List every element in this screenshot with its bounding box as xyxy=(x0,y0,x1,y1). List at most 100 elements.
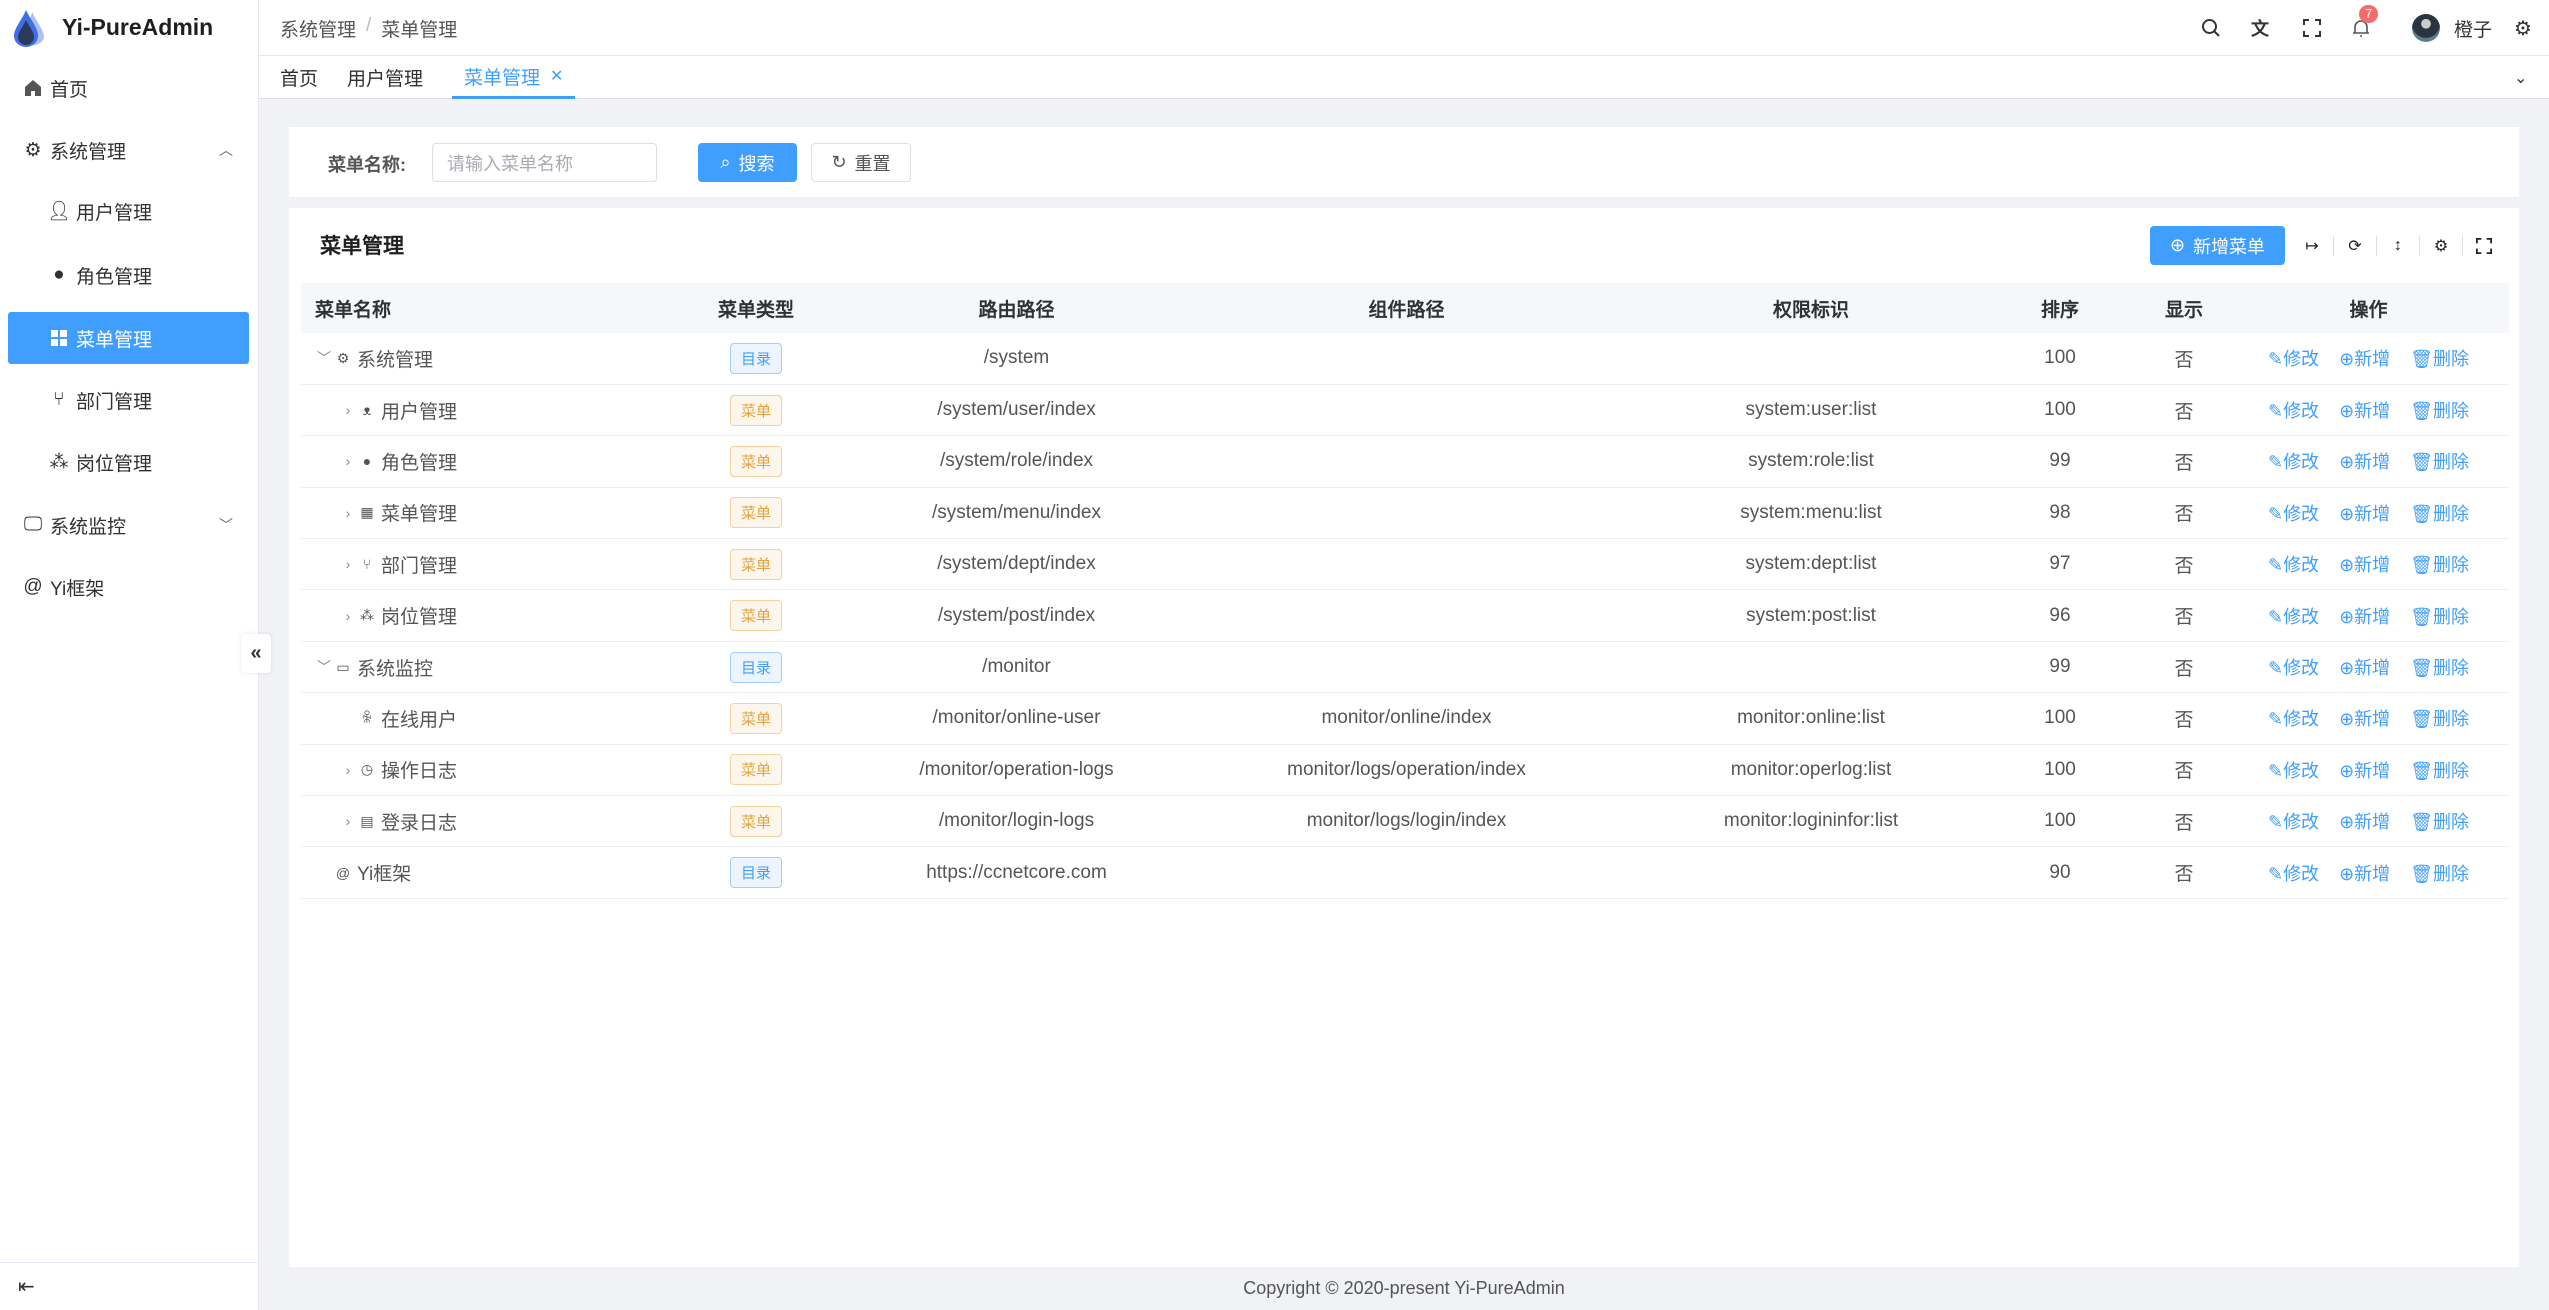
table-row[interactable]: ꆜ 在线用户 菜单 /monitor/online-user monitor/on… xyxy=(301,692,2509,745)
delete-button[interactable]: 🗑︎删除 xyxy=(2410,606,2470,627)
translate-icon[interactable]: 文 xyxy=(2251,19,2269,39)
delete-button[interactable]: 🗑︎删除 xyxy=(2410,658,2470,679)
edit-button[interactable]: ✎修改 xyxy=(2267,812,2320,833)
table-row[interactable]: › ⁂ 岗位管理 菜单 /system/post/index system:post… xyxy=(301,589,2509,642)
notification-bell-icon[interactable]: 7 xyxy=(2347,5,2379,42)
edit-button[interactable]: ✎修改 xyxy=(2267,606,2320,627)
expand-right-icon[interactable]: › xyxy=(345,813,351,830)
add-button[interactable]: ⊕新增 xyxy=(2339,555,2391,576)
expand-right-icon[interactable]: › xyxy=(345,607,351,624)
tab-menus[interactable]: 菜单管理 ✕ xyxy=(452,56,576,99)
sidebar-item-monitor[interactable]: 🖵 系统监控 ﹀ xyxy=(8,499,249,551)
tab-label: 菜单管理 xyxy=(464,67,541,89)
avatar[interactable] xyxy=(2412,14,2440,42)
sidebar-item-roles[interactable]: ● 角色管理 xyxy=(8,249,249,301)
delete-button[interactable]: 🗑︎删除 xyxy=(2410,503,2470,524)
cell-sort: 97 xyxy=(1980,538,2140,591)
close-icon[interactable]: ✕ xyxy=(550,68,564,85)
delete-button[interactable]: 🗑︎删除 xyxy=(2410,709,2470,730)
expand-right-icon[interactable]: › xyxy=(345,504,351,521)
table-row[interactable]: @ Yi框架 目录 https://ccnetcore.com 90 否 ✎修改 ⊕… xyxy=(301,846,2509,899)
delete-button[interactable]: 🗑︎删除 xyxy=(2410,349,2470,370)
edit-button[interactable]: ✎修改 xyxy=(2267,863,2320,884)
cell-component xyxy=(1171,846,1642,899)
fullscreen-icon[interactable] xyxy=(2298,14,2326,42)
add-button[interactable]: ⊕新增 xyxy=(2339,503,2391,524)
reset-button[interactable]: ↻ 重置 xyxy=(811,143,911,182)
sidebar-item-users[interactable]: 👤︎ 用户管理 xyxy=(8,185,249,237)
edit-button[interactable]: ✎修改 xyxy=(2267,658,2320,679)
sidebar-item-system[interactable]: ⚙ 系统管理 ︿ xyxy=(8,124,249,176)
density-icon[interactable]: ↕ xyxy=(2394,237,2402,254)
sidebar-item-menus[interactable]: 菜单管理 xyxy=(8,312,249,364)
cell-perms: monitor:logininfor:list xyxy=(1642,795,1980,848)
breadcrumb-item[interactable]: 系统管理 xyxy=(280,20,357,41)
sidebar-fold-button[interactable]: ⇤ xyxy=(0,1262,259,1310)
table-row[interactable]: › ◷ 操作日志 菜单 /monitor/operation-logs monito… xyxy=(301,744,2509,797)
username[interactable]: 橙子 xyxy=(2454,20,2493,41)
delete-button[interactable]: 🗑︎删除 xyxy=(2410,863,2470,884)
reset-button-label: 重置 xyxy=(854,153,891,174)
add-button[interactable]: ⊕新增 xyxy=(2339,760,2391,781)
add-button[interactable]: ⊕新增 xyxy=(2339,709,2391,730)
edit-label: 修改 xyxy=(2283,555,2320,576)
search-icon[interactable] xyxy=(2197,14,2225,42)
delete-button[interactable]: 🗑︎删除 xyxy=(2410,760,2470,781)
cell-name: › ▤ 登录日志 xyxy=(301,795,650,848)
add-button[interactable]: ⊕新增 xyxy=(2339,452,2391,473)
collapse-sidebar-button[interactable]: « xyxy=(241,634,271,673)
add-button[interactable]: ⊕新增 xyxy=(2339,863,2391,884)
add-button[interactable]: ⊕新增 xyxy=(2339,401,2391,422)
delete-label: 删除 xyxy=(2433,401,2470,422)
expand-right-icon[interactable]: › xyxy=(345,761,351,778)
add-button[interactable]: ⊕新增 xyxy=(2339,658,2391,679)
sidebar-item-departments[interactable]: ⑂ 部门管理 xyxy=(8,374,249,426)
cell-route: /system xyxy=(862,333,1171,385)
edit-button[interactable]: ✎修改 xyxy=(2267,503,2320,524)
tab-users[interactable]: 用户管理 xyxy=(347,69,424,90)
edit-button[interactable]: ✎修改 xyxy=(2267,349,2320,370)
table-row[interactable]: › ⑂ 部门管理 菜单 /system/dept/index system:dept… xyxy=(301,538,2509,591)
tabs-more-chevron-down-icon[interactable]: ⌄ xyxy=(2514,69,2528,87)
delete-button[interactable]: 🗑︎删除 xyxy=(2410,452,2470,473)
delete-button[interactable]: 🗑︎删除 xyxy=(2410,812,2470,833)
sidebar-item-home[interactable]: 首页 xyxy=(8,62,249,114)
expand-right-icon[interactable]: › xyxy=(345,453,351,470)
delete-button[interactable]: 🗑︎删除 xyxy=(2410,555,2470,576)
table-row[interactable]: › ᴥ 用户管理 菜单 /system/user/index system:user… xyxy=(301,384,2509,437)
column-settings-gear-icon[interactable]: ⚙ xyxy=(2433,238,2449,255)
cell-route: /monitor xyxy=(862,641,1171,694)
expand-down-icon[interactable]: ﹀ xyxy=(317,350,331,367)
table-row[interactable]: ﹀ ⚙ 系统管理 目录 /system 100 否 ✎修改 ⊕新增 🗑︎删除 xyxy=(301,333,2509,385)
edit-button[interactable]: ✎修改 xyxy=(2267,452,2320,473)
add-menu-button[interactable]: ⊕ 新增菜单 xyxy=(2150,226,2285,265)
sidebar-item-yi-framework[interactable]: @ Yi框架 xyxy=(8,561,249,613)
table-fullscreen-icon[interactable] xyxy=(2471,233,2497,259)
tab-home[interactable]: 首页 xyxy=(280,69,319,90)
table-row[interactable]: ﹀ ▭ 系统监控 目录 /monitor 99 否 ✎修改 ⊕新增 🗑︎删除 xyxy=(301,641,2509,694)
add-button[interactable]: ⊕新增 xyxy=(2339,606,2391,627)
edit-button[interactable]: ✎修改 xyxy=(2267,555,2320,576)
logo[interactable]: Yi-PureAdmin xyxy=(0,0,259,55)
add-button[interactable]: ⊕新增 xyxy=(2339,812,2391,833)
cell-perms: system:user:list xyxy=(1642,384,1980,437)
menu-name-input[interactable]: 请输入菜单名称 xyxy=(432,143,657,182)
add-button[interactable]: ⊕新增 xyxy=(2339,349,2391,370)
table-row[interactable]: › ▤ 登录日志 菜单 /monitor/login-logs monitor/lo… xyxy=(301,795,2509,848)
table-row[interactable]: › ● 角色管理 菜单 /system/role/index system:role… xyxy=(301,435,2509,488)
refresh-icon[interactable]: ⟳ xyxy=(2348,238,2362,255)
table-row[interactable]: › ▦ 菜单管理 菜单 /system/menu/index system:menu… xyxy=(301,487,2509,540)
edit-button[interactable]: ✎修改 xyxy=(2267,760,2320,781)
expand-down-icon[interactable]: ﹀ xyxy=(317,659,331,676)
search-button[interactable]: ⌕ 搜索 xyxy=(698,143,797,182)
expand-right-icon[interactable]: › xyxy=(345,556,351,573)
delete-button[interactable]: 🗑︎删除 xyxy=(2410,401,2470,422)
edit-button[interactable]: ✎修改 xyxy=(2267,709,2320,730)
search-form: 菜单名称: 请输入菜单名称 ⌕ 搜索 ↻ 重置 xyxy=(289,127,2519,197)
cell-actions: ✎修改 ⊕新增 🗑︎删除 xyxy=(2228,538,2509,591)
edit-button[interactable]: ✎修改 xyxy=(2267,401,2320,422)
sidebar-item-posts[interactable]: ⁂ 岗位管理 xyxy=(8,436,249,488)
settings-gear-icon[interactable]: ⚙ xyxy=(2514,17,2532,40)
expand-collapse-icon[interactable]: ↦ xyxy=(2305,238,2319,255)
expand-right-icon[interactable]: › xyxy=(345,402,351,419)
